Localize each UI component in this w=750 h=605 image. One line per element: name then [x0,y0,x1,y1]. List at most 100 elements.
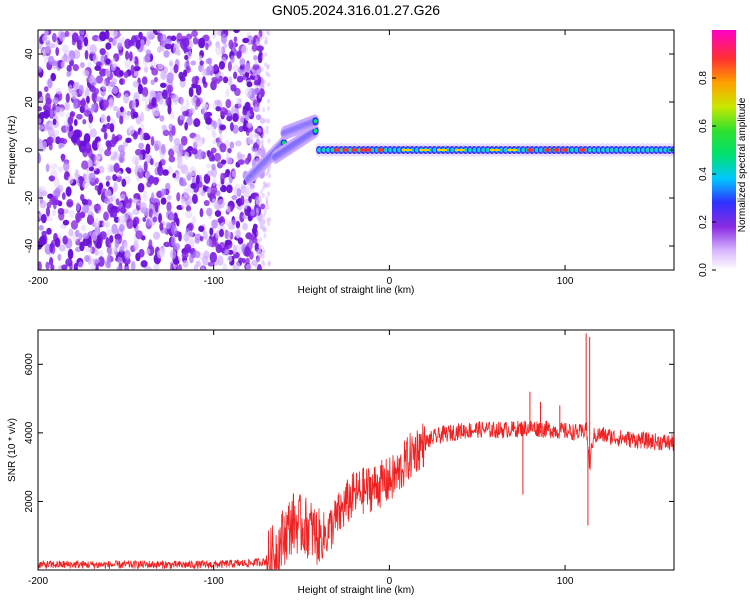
spectrogram-noise-blob [185,98,190,109]
spectrogram-noise-blob [38,96,46,107]
spectrogram-noise-blob [256,264,262,270]
spectrogram-noise-blob [105,175,111,181]
colorbar-gradient [712,30,736,270]
spectrogram-peak-mark [489,149,500,151]
spectrogram-noise-blob [51,32,57,43]
spectrogram-noise-blob [150,192,155,204]
spectrogram-noise-blob [246,81,253,88]
spectrogram-noise-blob [214,242,220,249]
spectrogram-noise-blob [68,84,73,94]
spectrogram-noise-blob [225,98,232,109]
spectrogram-noise-blob [145,49,152,58]
spectrogram-noise-blob [122,93,130,104]
spectrogram-noise-blob [182,260,189,268]
spectrogram-noise-blob [144,152,150,163]
spectrogram-noise-blob [82,203,90,214]
snr-xtick-label: -100 [204,576,224,587]
spectrogram-noise-blob [267,105,271,111]
snr-background [38,330,674,570]
spectrogram-noise-blob [81,97,86,109]
spectrogram-noise-blob [154,111,161,117]
spectrogram-noise-blob [82,232,90,240]
spectrogram-noise-blob [97,256,105,267]
spectrogram-noise-blob [137,182,145,193]
spectrogram-noise-blob [242,222,248,231]
spectrogram-signal-peak [605,147,610,153]
spectrogram-noise-blob [78,261,84,268]
spectrogram-noise-blob [209,251,218,263]
spectrogram-signal-peak [614,147,619,153]
spectrogram-noise-blob [261,54,265,60]
spectrogram-noise-blob [80,61,85,68]
spectrogram-noise-blob [245,263,252,270]
spectrogram-noise-blob [46,216,53,222]
spectrogram-noise-blob [128,51,133,62]
spectrogram-noise-blob [170,225,178,236]
spectrogram-noise-blob [110,30,118,38]
spectrogram-signal-peak [601,147,606,153]
spectrogram-peak-mark [437,149,448,151]
spectrogram-signal-peak [627,147,632,153]
spectrogram-noise-blob [124,59,131,69]
snr-ytick-label: 4000 [24,421,35,444]
spectrogram-noise-blob [211,163,216,171]
spectrogram-noise-blob [141,86,149,98]
spectrogram-noise-blob [173,43,179,55]
spectrogram-noise-blob [132,131,138,140]
spectrogram-noise-blob [182,110,189,117]
spectrogram-noise-blob [125,50,130,61]
spectrogram-noise-blob [207,261,215,267]
spectrogram-signal-peak [485,147,490,153]
spectrogram-noise-blob [152,176,159,186]
spectrogram-noise-blob [143,161,148,172]
spectrogram-noise-blob [206,163,211,169]
spectrogram-noise-blob [184,243,192,253]
spectrogram-noise-blob [82,237,90,247]
spectrogram-noise-blob [100,115,107,124]
spectrogram-noise-blob [244,71,250,78]
spectrogram-noise-blob [219,228,224,238]
spectrogram-noise-blob [205,42,209,51]
spectrogram-noise-blob [123,71,129,78]
spectrogram-noise-blob [260,189,264,195]
spectrogram-noise-blob [102,99,110,109]
spectrogram-noise-blob [246,205,252,214]
spectrogram-noise-blob [191,82,198,89]
spectrogram-noise-blob [220,172,226,183]
spectrogram-noise-blob [65,124,70,134]
spectrogram-noise-blob [166,72,174,84]
spectrogram-noise-blob [245,62,251,73]
spectrogram-signal-peak [640,147,645,153]
spectrogram-noise-blob [219,142,227,153]
spectrogram-noise-blob [226,115,233,122]
spectrogram-noise-blob [126,110,131,116]
spectrogram-noise-blob [54,187,61,198]
spectrogram-noise-blob [81,198,88,206]
spectrogram-signal-peak [388,147,393,153]
spectrogram-signal-peak [476,147,481,153]
spectrogram-noise-blob [226,254,233,263]
spectrogram-noise-blob [262,107,266,113]
spectrogram-noise-blob [244,157,250,165]
spectrogram-noise-blob [171,125,176,136]
spectrogram-noise-blob [167,165,173,174]
spectrogram-noise-blob [254,147,258,153]
spectrogram-noise-blob [191,193,198,205]
spectrogram-noise-blob [166,222,172,230]
spectrogram-noise-blob [229,122,234,132]
spectrogram-noise-blob [259,151,263,157]
spectrogram-noise-blob [51,209,57,217]
spectrogram-noise-blob [211,198,217,207]
spectrogram-noise-blob [187,222,194,231]
spectrogram-noise-blob [117,42,123,51]
spectrogram-noise-blob [151,96,157,107]
spectrogram-noise-blob [117,255,124,265]
spectrogram-noise-blob [164,43,172,50]
spectrogram-noise-blob [149,60,157,68]
spectrogram-noise-blob [212,177,217,187]
spectrogram-noise-blob [222,76,229,84]
spectrogram-noise-blob [110,155,116,161]
spectrogram-noise-blob [142,190,148,202]
spectrogram-noise-blob [74,212,83,222]
